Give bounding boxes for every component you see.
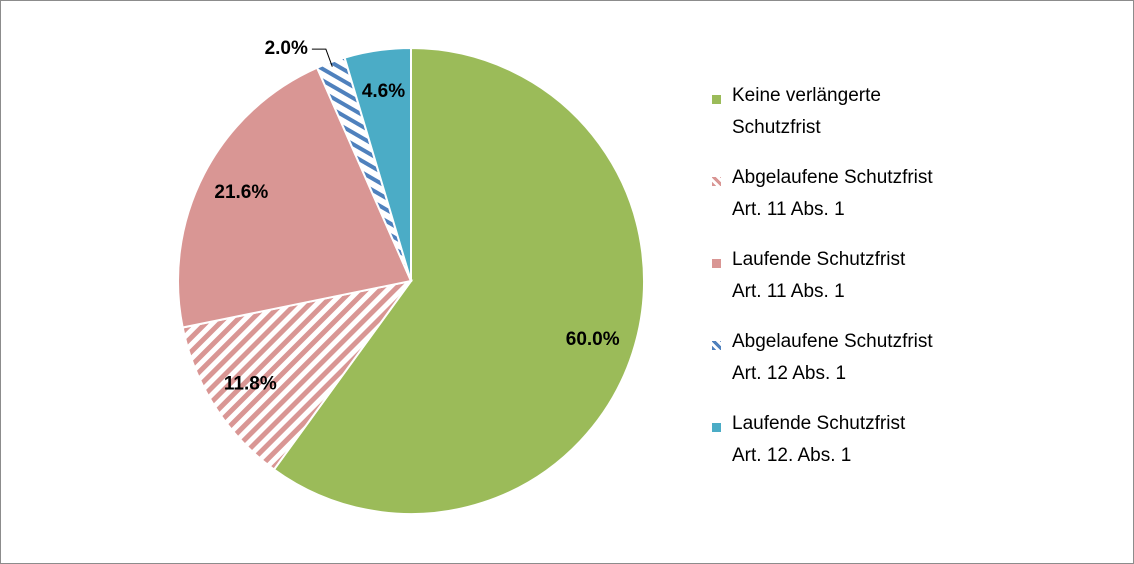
- pie-slice: [343, 46, 412, 282]
- legend-item: Keine verlängerte Schutzfrist: [712, 85, 1012, 168]
- legend-swatch: [712, 341, 721, 350]
- legend-label: Abgelaufene Schutzfrist Art. 11 Abs. 1: [732, 167, 933, 220]
- legend-swatch: [712, 177, 721, 186]
- pie-slice: [177, 66, 413, 329]
- legend-label: Keine verlängerte Schutzfrist: [732, 85, 881, 138]
- legend-item: Abgelaufene Schutzfrist Art. 12 Abs. 1: [712, 331, 1012, 414]
- data-label: 4.6%: [362, 81, 405, 102]
- legend-item: Laufende Schutzfrist Art. 11 Abs. 1: [712, 249, 1012, 332]
- legend-swatch: [712, 95, 721, 104]
- legend-label: Laufende Schutzfrist Art. 12. Abs. 1: [732, 413, 906, 466]
- data-label: 60.0%: [566, 329, 620, 350]
- pie-slice: [272, 46, 645, 515]
- legend-item: Laufende Schutzfrist Art. 12. Abs. 1: [712, 413, 1012, 496]
- legend-label: Laufende Schutzfrist Art. 11 Abs. 1: [732, 249, 906, 302]
- legend-swatch: [712, 259, 721, 268]
- legend: Keine verlängerte Schutzfrist Abgelaufene…: [712, 85, 1012, 496]
- data-label: 11.8%: [224, 373, 277, 394]
- leader-line: [311, 48, 333, 67]
- data-label: 21.6%: [214, 182, 268, 203]
- pie-slice: [181, 279, 414, 471]
- legend-swatch: [712, 423, 721, 432]
- legend-label: Abgelaufene Schutzfrist Art. 12 Abs. 1: [732, 331, 933, 384]
- data-label: 2.0%: [265, 38, 308, 59]
- legend-item: Abgelaufene Schutzfrist Art. 11 Abs. 1: [712, 167, 1012, 250]
